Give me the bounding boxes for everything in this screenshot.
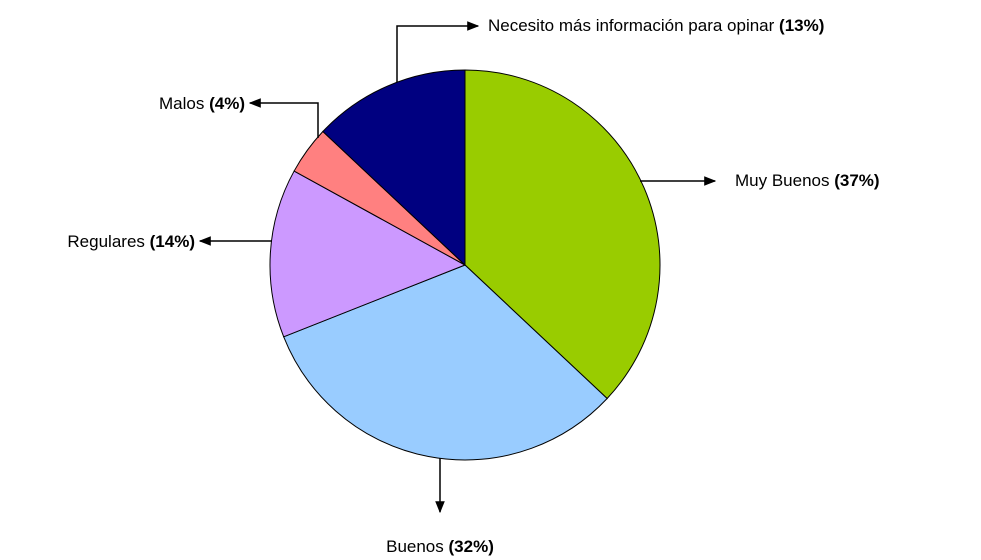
category-label: Malos (159, 94, 204, 113)
category-label: Muy Buenos (735, 171, 830, 190)
leader-arrow (396, 21, 480, 82)
value-label: (13%) (779, 16, 824, 35)
category-label: Necesito más información para opinar (488, 16, 775, 35)
category-label: Buenos (386, 537, 444, 556)
value-label: (32%) (449, 537, 494, 556)
value-label: (37%) (834, 171, 879, 190)
slice-label: Regulares (14%) (67, 232, 195, 251)
value-label: (14%) (150, 232, 195, 251)
slice-label: Muy Buenos (37%) (735, 171, 880, 190)
leader-arrow (248, 98, 319, 138)
pie-slice (283, 264, 608, 461)
slice-label: Malos (4%) (159, 94, 245, 113)
category-label: Regulares (67, 232, 145, 251)
pie-slice (322, 69, 466, 267)
slice-label: Buenos (32%) (386, 537, 494, 556)
value-label: (4%) (209, 94, 245, 113)
slice-label: Necesito más información para opinar (13… (488, 16, 824, 35)
pie-slice (464, 69, 661, 400)
pie-slice (269, 170, 467, 338)
